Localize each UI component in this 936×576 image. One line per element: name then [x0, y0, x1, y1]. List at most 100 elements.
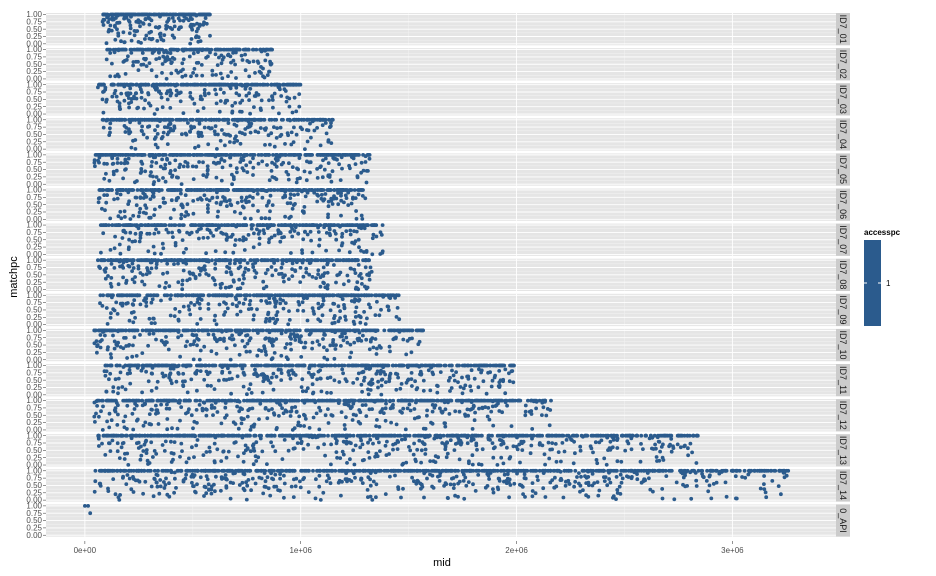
data-point: [354, 285, 359, 290]
data-point: [189, 22, 194, 27]
data-point: [289, 153, 294, 157]
data-point: [353, 162, 358, 167]
data-point: [507, 371, 511, 376]
data-point: [214, 322, 219, 327]
data-point: [166, 18, 171, 23]
data-point: [142, 106, 146, 111]
data-point: [222, 159, 227, 163]
data-point: [123, 82, 128, 87]
data-point: [239, 109, 244, 114]
data-point: [140, 124, 145, 129]
data-point: [96, 200, 101, 205]
data-point: [291, 328, 296, 333]
data-point: [343, 258, 348, 263]
data-point: [328, 308, 333, 313]
data-point: [365, 153, 370, 157]
data-point: [156, 230, 161, 235]
data-point: [449, 386, 454, 390]
data-point: [142, 282, 147, 287]
data-point: [302, 188, 307, 192]
data-point: [340, 363, 345, 368]
data-point: [147, 22, 152, 27]
data-point: [379, 392, 384, 397]
data-point: [309, 135, 313, 140]
data-point: [336, 202, 341, 207]
data-point: [164, 258, 169, 263]
data-point: [150, 36, 155, 41]
data-point: [214, 73, 218, 77]
data-point: [108, 51, 113, 55]
data-point: [269, 61, 274, 66]
data-point: [154, 337, 158, 342]
data-point: [289, 130, 294, 135]
data-point: [256, 130, 261, 135]
data-point: [343, 328, 347, 333]
data-point: [154, 82, 159, 87]
data-point: [152, 112, 157, 116]
data-point: [279, 363, 283, 368]
data-point: [301, 258, 306, 263]
data-point: [355, 280, 360, 285]
data-point: [511, 380, 516, 385]
data-point: [139, 117, 143, 122]
data-point: [232, 153, 237, 157]
data-point: [144, 211, 148, 216]
data-point: [288, 376, 293, 381]
data-point: [252, 313, 256, 318]
data-point: [285, 342, 289, 346]
data-point: [409, 350, 414, 355]
data-point: [115, 343, 120, 348]
data-point: [138, 24, 142, 29]
data-point: [489, 384, 494, 389]
data-point: [285, 131, 290, 136]
data-point: [315, 126, 319, 130]
data-point: [137, 121, 142, 125]
data-point: [165, 97, 170, 102]
data-point: [148, 103, 153, 108]
data-point: [149, 164, 154, 169]
data-point: [278, 153, 283, 157]
data-point: [197, 302, 202, 306]
data-point: [315, 293, 320, 298]
data-point: [288, 82, 293, 87]
data-point: [151, 316, 156, 321]
data-point: [385, 363, 390, 368]
data-point: [305, 328, 309, 333]
data-point: [114, 12, 118, 17]
data-point: [318, 376, 323, 381]
data-point: [146, 343, 151, 348]
data-point: [214, 351, 219, 356]
data-point: [221, 47, 226, 52]
data-point: [113, 88, 118, 93]
data-point: [162, 117, 166, 122]
data-point: [192, 67, 197, 71]
data-point: [133, 180, 137, 185]
data-point: [263, 143, 267, 147]
data-point: [251, 223, 255, 228]
data-point: [247, 91, 252, 96]
data-point: [223, 117, 228, 122]
data-point: [125, 371, 130, 376]
data-point: [119, 161, 123, 166]
data-point: [107, 17, 112, 21]
data-point: [270, 175, 275, 179]
data-point: [227, 266, 232, 271]
data-point: [101, 117, 106, 122]
data-point: [183, 153, 188, 157]
data-point: [353, 271, 358, 275]
data-point: [103, 276, 108, 281]
data-point: [159, 298, 163, 303]
data-point: [101, 231, 106, 236]
data-point: [117, 104, 122, 109]
data-point: [156, 178, 161, 183]
data-point: [331, 156, 336, 160]
data-point: [164, 12, 169, 17]
data-point: [248, 349, 252, 354]
data-point: [308, 229, 313, 234]
data-point: [287, 309, 291, 313]
data-point: [108, 130, 112, 135]
data-point: [104, 328, 109, 333]
data-point: [216, 258, 221, 263]
data-point: [275, 82, 280, 87]
data-point: [301, 117, 306, 122]
